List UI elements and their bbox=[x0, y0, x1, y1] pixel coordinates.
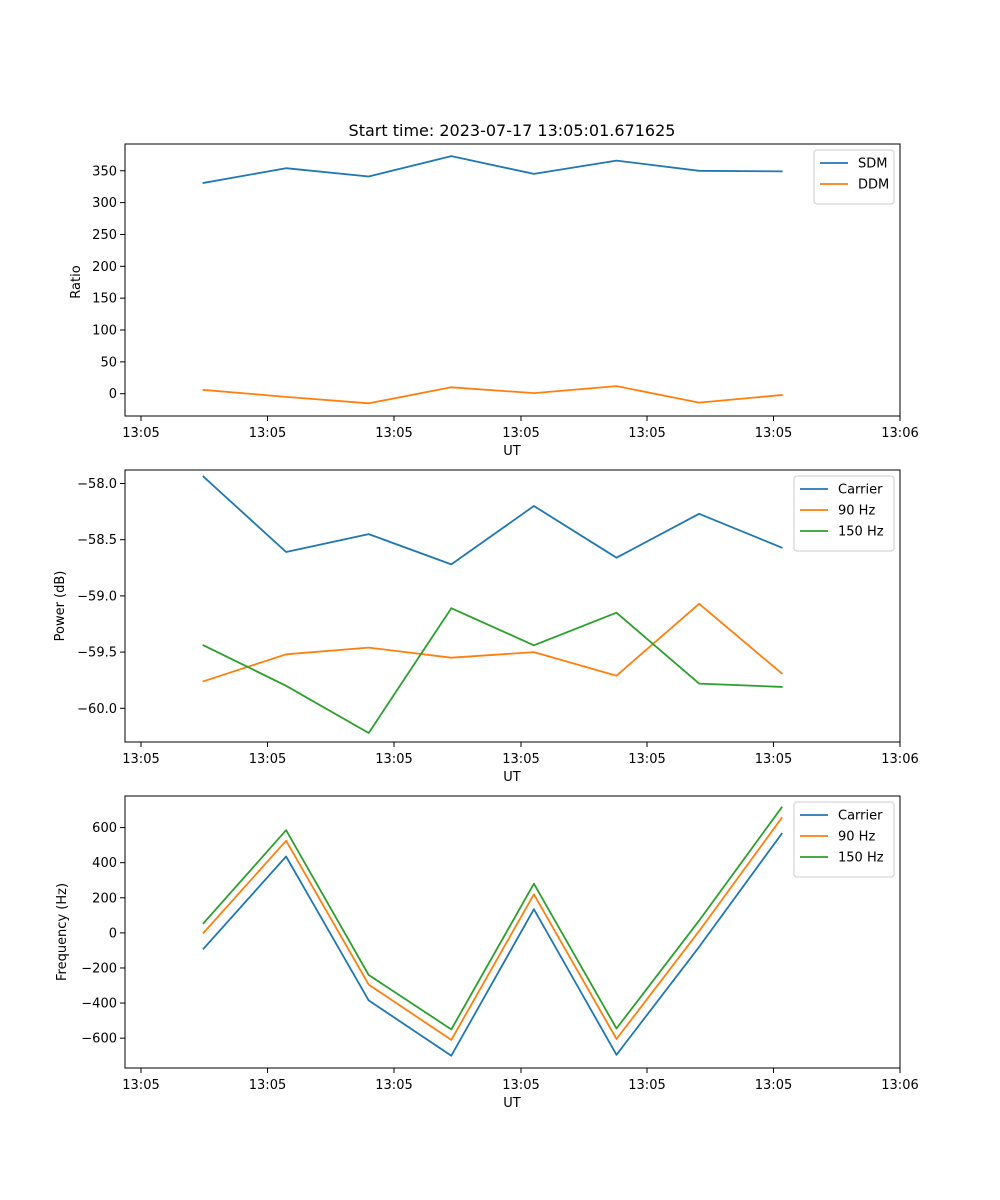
legend-frame bbox=[793, 801, 895, 878]
x-tick-label: 13:06 bbox=[881, 1078, 918, 1093]
x-tick-label: 13:05 bbox=[375, 426, 412, 441]
plot-frame bbox=[124, 795, 901, 1069]
y-tick-label: −200 bbox=[81, 961, 117, 976]
plot-frame bbox=[124, 143, 901, 417]
frequency-panel: UT Frequency (Hz) 13:05 13:05 13:05 13:05 13… bbox=[55, 795, 919, 1111]
legend-label: 150 Hz bbox=[838, 851, 884, 866]
legend: SDM DDM bbox=[813, 149, 895, 205]
legend-label: 90 Hz bbox=[838, 504, 875, 519]
x-tick-label: 13:05 bbox=[249, 752, 286, 767]
y-tick-label: 0 bbox=[109, 926, 117, 941]
x-tick-label: 13:05 bbox=[755, 1078, 792, 1093]
legend-label: 90 Hz bbox=[838, 830, 875, 845]
x-tick-label: 13:05 bbox=[122, 1078, 159, 1093]
legend-label: Carrier bbox=[838, 809, 883, 824]
y-tick-label: −60.0 bbox=[77, 702, 117, 717]
y-tick-label: 200 bbox=[92, 891, 117, 906]
x-tick-label: 13:05 bbox=[628, 426, 665, 441]
y-axis-label: Frequency (Hz) bbox=[55, 883, 70, 981]
series-line-90-hz bbox=[202, 602, 783, 683]
y-tick-label: 50 bbox=[100, 355, 117, 370]
power-panel: UT Power (dB) 13:05 13:05 13:05 13:05 13:05 1… bbox=[53, 469, 919, 785]
x-tick-label: 13:05 bbox=[755, 752, 792, 767]
series-line-150-hz bbox=[202, 806, 783, 1031]
x-tick-label: 13:05 bbox=[122, 426, 159, 441]
y-tick-label: 350 bbox=[92, 164, 117, 179]
x-tick-label: 13:05 bbox=[375, 752, 412, 767]
x-tick-label: 13:05 bbox=[502, 752, 539, 767]
y-tick-label: −600 bbox=[81, 1032, 117, 1047]
x-tick-label: 13:06 bbox=[881, 426, 918, 441]
legend-label: SDM bbox=[858, 157, 887, 172]
legend: Carrier 90 Hz 150 Hz bbox=[793, 475, 895, 552]
y-tick-label: 250 bbox=[92, 228, 117, 243]
y-tick-label: 600 bbox=[92, 821, 117, 836]
legend-frame bbox=[793, 475, 895, 552]
x-axis-label: UT bbox=[503, 444, 521, 459]
x-tick-label: 13:05 bbox=[502, 426, 539, 441]
legend-label: DDM bbox=[858, 178, 889, 193]
ratio-panel: UT Ratio 13:05 13:05 13:05 13:05 13:05 13:05 1… bbox=[69, 143, 919, 459]
series-line-ddm bbox=[202, 385, 783, 405]
x-tick-label: 13:05 bbox=[375, 1078, 412, 1093]
x-tick-label: 13:05 bbox=[122, 752, 159, 767]
x-tick-label: 13:06 bbox=[881, 752, 918, 767]
y-tick-label: 200 bbox=[92, 260, 117, 275]
x-tick-label: 13:05 bbox=[755, 426, 792, 441]
y-axis-label: Power (dB) bbox=[53, 571, 68, 642]
x-axis-label: UT bbox=[503, 1096, 521, 1111]
x-tick-label: 13:05 bbox=[249, 1078, 286, 1093]
y-tick-label: 150 bbox=[92, 292, 117, 307]
y-tick-label: 300 bbox=[92, 196, 117, 211]
x-tick-label: 13:05 bbox=[502, 1078, 539, 1093]
plot-frame bbox=[124, 469, 901, 743]
series-line-90-hz bbox=[202, 816, 783, 1041]
legend: Carrier 90 Hz 150 Hz bbox=[793, 801, 895, 878]
y-axis-label: Ratio bbox=[69, 265, 84, 298]
x-tick-label: 13:05 bbox=[628, 752, 665, 767]
y-tick-label: −58.5 bbox=[77, 533, 117, 548]
series-line-150-hz bbox=[202, 607, 783, 734]
legend-label: 150 Hz bbox=[838, 525, 884, 540]
y-tick-label: −400 bbox=[81, 997, 117, 1012]
y-tick-label: −59.0 bbox=[77, 589, 117, 604]
y-tick-label: −59.5 bbox=[77, 646, 117, 661]
chart-title: Start time: 2023-07-17 13:05:01.671625 bbox=[349, 121, 676, 140]
x-axis-label: UT bbox=[503, 770, 521, 785]
legend-label: Carrier bbox=[838, 483, 883, 498]
series-line-carrier bbox=[202, 832, 783, 1057]
y-tick-label: 400 bbox=[92, 856, 117, 871]
x-tick-label: 13:05 bbox=[628, 1078, 665, 1093]
series-line-sdm bbox=[202, 155, 783, 184]
series-line-carrier bbox=[202, 475, 783, 566]
y-tick-label: −58.0 bbox=[77, 477, 117, 492]
y-tick-label: 0 bbox=[109, 387, 117, 402]
y-tick-label: 100 bbox=[92, 324, 117, 339]
x-tick-label: 13:05 bbox=[249, 426, 286, 441]
